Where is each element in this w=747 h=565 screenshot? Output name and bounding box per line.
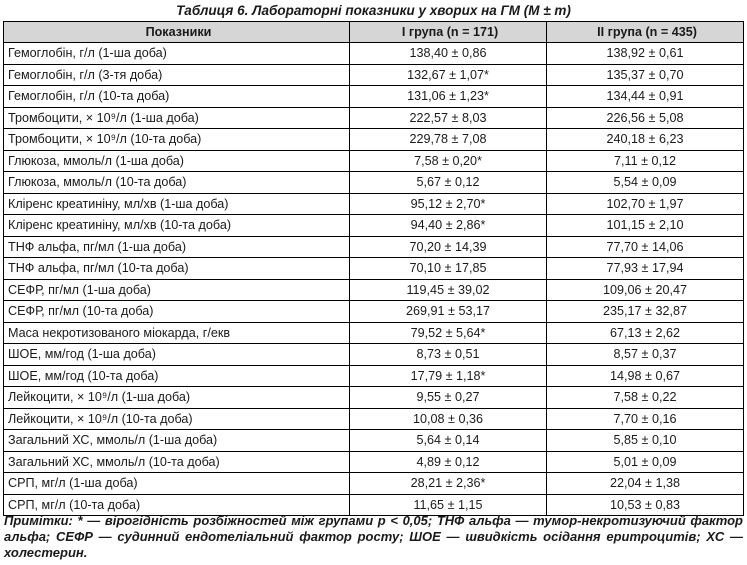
indicator-cell: СРП, мг/л (1-ша доба): [3, 472, 350, 495]
group-2-value-cell: 8,57 ± 0,37: [546, 343, 744, 366]
group-1-value-cell: 138,40 ± 0,86: [349, 42, 547, 65]
table-header-row: Показники I група (n = 171) II група (n …: [3, 21, 744, 43]
table-row: Маса некротизованого міокарда, г/екв 79,5…: [3, 321, 744, 344]
table-row: СЕФР, пг/мл (1-ша доба) 119,45 ± 39,02 109…: [3, 278, 744, 301]
table-row: Гемоглобін, г/л (3-тя доба) 132,67 ± 1,07…: [3, 63, 744, 86]
indicator-cell: Лейкоцити, × 10⁹/л (10-та доба): [3, 407, 350, 430]
header-indicators: Показники: [3, 21, 350, 43]
group-1-value-cell: 229,78 ± 7,08: [349, 128, 547, 151]
group-1-value-cell: 95,12 ± 2,70*: [349, 192, 547, 215]
header-group-2: II група (n = 435): [546, 21, 744, 43]
group-2-value-cell: 14,98 ± 0,67: [546, 364, 744, 387]
group-1-value-cell: 79,52 ± 5,64*: [349, 321, 547, 344]
group-2-value-cell: 109,06 ± 20,47: [546, 278, 744, 301]
group-2-value-cell: 134,44 ± 0,91: [546, 85, 744, 108]
group-1-value-cell: 222,57 ± 8,03: [349, 106, 547, 129]
indicator-cell: СЕФР, пг/мл (10-та доба): [3, 300, 350, 323]
group-2-value-cell: 135,37 ± 0,70: [546, 63, 744, 86]
group-1-value-cell: 17,79 ± 1,18*: [349, 364, 547, 387]
group-2-value-cell: 5,54 ± 0,09: [546, 171, 744, 194]
group-2-value-cell: 7,58 ± 0,22: [546, 386, 744, 409]
table-row: СРП, мг/л (1-ша доба) 28,21 ± 2,36* 22,04 …: [3, 472, 744, 495]
group-2-value-cell: 77,93 ± 17,94: [546, 257, 744, 280]
group-1-value-cell: 269,91 ± 53,17: [349, 300, 547, 323]
indicator-cell: СРП, мг/л (10-та доба): [3, 493, 350, 516]
group-2-value-cell: 101,15 ± 2,10: [546, 214, 744, 237]
group-2-value-cell: 10,53 ± 0,83: [546, 493, 744, 516]
group-1-value-cell: 9,55 ± 0,27: [349, 386, 547, 409]
indicator-cell: Тромбоцити, × 10⁹/л (10-та доба): [3, 128, 350, 151]
group-2-value-cell: 77,70 ± 14,06: [546, 235, 744, 258]
indicator-cell: Глюкоза, ммоль/л (10-та доба): [3, 171, 350, 194]
group-2-value-cell: 22,04 ± 1,38: [546, 472, 744, 495]
indicator-cell: Загальний ХС, ммоль/л (10-та доба): [3, 450, 350, 473]
indicator-cell: Тромбоцити, × 10⁹/л (1-ша доба): [3, 106, 350, 129]
table-row: СРП, мг/л (10-та доба) 11,65 ± 1,15 10,53 …: [3, 493, 744, 516]
group-1-value-cell: 28,21 ± 2,36*: [349, 472, 547, 495]
indicator-cell: СЕФР, пг/мл (1-ша доба): [3, 278, 350, 301]
group-1-value-cell: 119,45 ± 39,02: [349, 278, 547, 301]
group-2-value-cell: 7,70 ± 0,16: [546, 407, 744, 430]
table-row: ТНФ альфа, пг/мл (10-та доба) 70,10 ± 17,…: [3, 257, 744, 280]
group-2-value-cell: 102,70 ± 1,97: [546, 192, 744, 215]
table-row: Гемоглобін, г/л (1-ша доба) 138,40 ± 0,86…: [3, 42, 744, 65]
indicator-cell: ШОЕ, мм/год (10-та доба): [3, 364, 350, 387]
indicator-cell: ТНФ альфа, пг/мл (10-та доба): [3, 257, 350, 280]
table-row: Кліренс креатиніну, мл/хв (10-та доба) 94…: [3, 214, 744, 237]
group-1-value-cell: 132,67 ± 1,07*: [349, 63, 547, 86]
group-1-value-cell: 4,89 ± 0,12: [349, 450, 547, 473]
table-row: Глюкоза, ммоль/л (1-ша доба) 7,58 ± 0,20*…: [3, 149, 744, 172]
table-row: Глюкоза, ммоль/л (10-та доба) 5,67 ± 0,12…: [3, 171, 744, 194]
table-row: ТНФ альфа, пг/мл (1-ша доба) 70,20 ± 14,3…: [3, 235, 744, 258]
group-1-value-cell: 5,67 ± 0,12: [349, 171, 547, 194]
group-2-value-cell: 240,18 ± 6,23: [546, 128, 744, 151]
group-1-value-cell: 8,73 ± 0,51: [349, 343, 547, 366]
group-2-value-cell: 138,92 ± 0,61: [546, 42, 744, 65]
indicator-cell: Загальний ХС, ммоль/л (1-ша доба): [3, 429, 350, 452]
indicator-cell: Гемоглобін, г/л (1-ша доба): [3, 42, 350, 65]
indicator-cell: Глюкоза, ммоль/л (1-ша доба): [3, 149, 350, 172]
group-2-value-cell: 226,56 ± 5,08: [546, 106, 744, 129]
table-title: Таблиця 6. Лабораторні показники у хвори…: [176, 3, 571, 18]
table-row: ШОЕ, мм/год (1-ша доба) 8,73 ± 0,51 8,57 ±…: [3, 343, 744, 366]
group-2-value-cell: 235,17 ± 32,87: [546, 300, 744, 323]
group-2-value-cell: 5,85 ± 0,10: [546, 429, 744, 452]
indicator-cell: Лейкоцити, × 10⁹/л (1-ша доба): [3, 386, 350, 409]
table-row: Тромбоцити, × 10⁹/л (10-та доба) 229,78 ±…: [3, 128, 744, 151]
table-row: Лейкоцити, × 10⁹/л (1-ша доба) 9,55 ± 0,2…: [3, 386, 744, 409]
indicator-cell: ТНФ альфа, пг/мл (1-ша доба): [3, 235, 350, 258]
indicator-cell: Кліренс креатиніну, мл/хв (10-та доба): [3, 214, 350, 237]
group-1-value-cell: 10,08 ± 0,36: [349, 407, 547, 430]
group-2-value-cell: 7,11 ± 0,12: [546, 149, 744, 172]
group-1-value-cell: 5,64 ± 0,14: [349, 429, 547, 452]
table-row: Кліренс креатиніну, мл/хв (1-ша доба) 95,…: [3, 192, 744, 215]
group-2-value-cell: 5,01 ± 0,09: [546, 450, 744, 473]
indicator-cell: Гемоглобін, г/л (3-тя доба): [3, 63, 350, 86]
table-row: СЕФР, пг/мл (10-та доба) 269,91 ± 53,17 23…: [3, 300, 744, 323]
indicator-cell: Кліренс креатиніну, мл/хв (1-ша доба): [3, 192, 350, 215]
indicator-cell: Гемоглобін, г/л (10-та доба): [3, 85, 350, 108]
indicator-cell: Маса некротизованого міокарда, г/екв: [3, 321, 350, 344]
group-1-value-cell: 7,58 ± 0,20*: [349, 149, 547, 172]
group-1-value-cell: 70,10 ± 17,85: [349, 257, 547, 280]
table-row: ШОЕ, мм/год (10-та доба) 17,79 ± 1,18* 14,…: [3, 364, 744, 387]
header-group-1: I група (n = 171): [349, 21, 547, 43]
lab-indicators-table: Показники I група (n = 171) II група (n …: [3, 21, 744, 516]
indicator-cell: ШОЕ, мм/год (1-ша доба): [3, 343, 350, 366]
table-row: Тромбоцити, × 10⁹/л (1-ша доба) 222,57 ± …: [3, 106, 744, 129]
group-1-value-cell: 70,20 ± 14,39: [349, 235, 547, 258]
table-row: Лейкоцити, × 10⁹/л (10-та доба) 10,08 ± 0…: [3, 407, 744, 430]
table-footnote: Примітки: * — вірогідність розбіжностей …: [4, 513, 743, 560]
group-1-value-cell: 131,06 ± 1,23*: [349, 85, 547, 108]
group-1-value-cell: 94,40 ± 2,86*: [349, 214, 547, 237]
table-row: Загальний ХС, ммоль/л (10-та доба) 4,89 ±…: [3, 450, 744, 473]
group-2-value-cell: 67,13 ± 2,62: [546, 321, 744, 344]
table-row: Гемоглобін, г/л (10-та доба) 131,06 ± 1,2…: [3, 85, 744, 108]
table-row: Загальний ХС, ммоль/л (1-ша доба) 5,64 ± …: [3, 429, 744, 452]
